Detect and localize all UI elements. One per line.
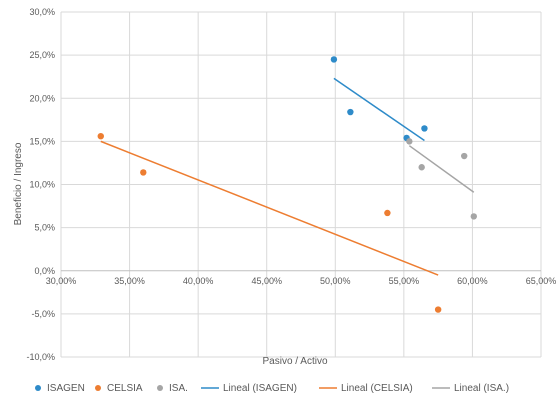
trendline-lineal-isa (408, 145, 475, 193)
legend-label-lineal-isagen: Lineal (ISAGEN) (223, 383, 297, 394)
y-tick-label: 5,0% (34, 223, 55, 233)
y-tick-label: 25,0% (29, 50, 55, 60)
point-isa-1 (418, 164, 425, 171)
legend-label-celsia: CELSIA (107, 383, 143, 394)
point-isagen-0 (330, 56, 338, 63)
trendline-lineal-isagen (333, 77, 425, 142)
legend-marker-isagen (35, 385, 41, 391)
point-isagen-3 (421, 125, 428, 132)
x-tick-label: 65,00% (526, 276, 557, 286)
x-tick-label: 45,00% (251, 276, 282, 286)
y-tick-label: 15,0% (29, 136, 55, 146)
point-celsia-3 (434, 306, 442, 313)
y-tick-labels: -10,0% -5,0% 0,0% 5,0% 10,0% 15,0% 20,0% 25,0% 3… (26, 7, 55, 362)
legend-label-isa: ISA. (169, 383, 188, 394)
point-celsia-1 (140, 169, 147, 176)
point-isa-3 (470, 213, 477, 220)
y-axis-title: Beneficio / Ingreso (13, 142, 24, 225)
legend-label-lineal-isa: Lineal (ISA.) (454, 383, 509, 394)
x-tick-label: 50,00% (320, 276, 351, 286)
x-tick-label: 55,00% (389, 276, 420, 286)
x-tick-label: 30,00% (46, 276, 77, 286)
y-tick-label: 20,0% (29, 93, 55, 103)
grid-lines (60, 11, 542, 358)
y-tick-label: -10,0% (26, 352, 55, 362)
legend: ISAGEN CELSIA ISA. Lineal (ISAGEN) Lineal (C… (35, 383, 509, 394)
y-tick-label: 10,0% (29, 180, 55, 190)
x-tick-labels: 30,00% 35,00% 40,00% 45,00% 50,00% 55,00% 60,0… (46, 276, 557, 286)
y-tick-label: 30,0% (29, 7, 55, 17)
point-isa-0 (406, 138, 413, 145)
legend-marker-celsia (95, 385, 101, 391)
y-tick-label: -5,0% (31, 309, 55, 319)
point-isa-2 (461, 152, 468, 160)
legend-label-isagen: ISAGEN (47, 383, 85, 394)
legend-marker-isa (157, 385, 163, 391)
data-points (97, 56, 477, 313)
point-celsia-2 (384, 209, 391, 217)
trendline-lineal-celsia (100, 140, 439, 276)
trendlines (100, 77, 475, 276)
x-tick-label: 60,00% (457, 276, 488, 286)
point-celsia-0 (97, 133, 104, 140)
y-tick-label: 0,0% (34, 266, 55, 276)
x-tick-label: 40,00% (183, 276, 214, 286)
x-axis-title: Pasivo / Activo (262, 356, 327, 367)
legend-label-lineal-celsia: Lineal (CELSIA) (341, 383, 413, 394)
point-isagen-1 (347, 108, 354, 116)
x-tick-label: 35,00% (114, 276, 145, 286)
